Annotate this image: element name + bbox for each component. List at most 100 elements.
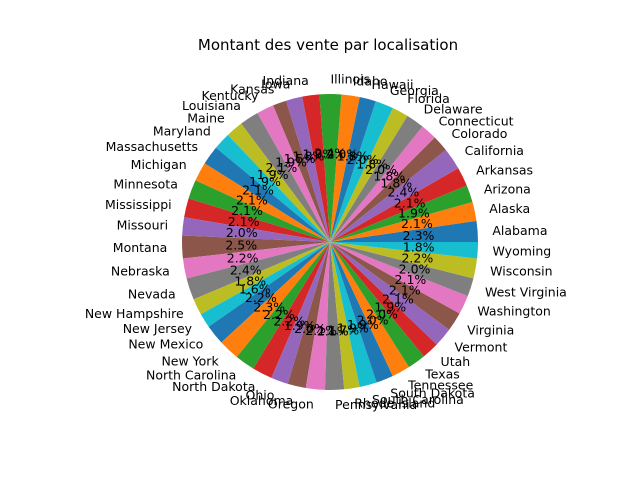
slice-label-florida: Florida [407, 91, 450, 106]
pie-slice-illinois [319, 94, 342, 242]
pie-slice-alaska [330, 201, 477, 242]
pct-label-maryland: 1.9% [249, 174, 281, 189]
pct-label-vermont: 2.1% [382, 292, 414, 307]
pct-label-washington: 2.1% [395, 272, 427, 287]
pie-slice-oregon [305, 242, 330, 390]
pct-label-west-virginia: 2.0% [399, 262, 431, 277]
pct-label-utah: 1.9% [374, 300, 406, 315]
pct-label-ohio: 1.9% [284, 318, 316, 333]
pct-label-illinois: 2.4% [314, 146, 346, 161]
slice-label-louisiana: Louisiana [182, 98, 241, 113]
pie-slice-rhode-island [330, 242, 360, 390]
slice-label-west-virginia: West Virginia [485, 284, 567, 299]
pct-label-alaska: 2.1% [401, 216, 433, 231]
slice-label-south-carolina: South Carolina [372, 392, 464, 407]
slice-label-new-jersey: New Jersey [123, 321, 193, 336]
slice-label-mississippi: Mississippi [105, 197, 172, 212]
slice-label-oregon: Oregon [268, 396, 314, 411]
pie-slice-minnesota [188, 180, 330, 242]
pct-label-missouri: 2.0% [226, 225, 258, 240]
pie-slice-north-carolina [236, 242, 330, 369]
slice-label-minnesota: Minnesota [113, 177, 178, 192]
slice-label-alabama: Alabama [492, 223, 547, 238]
pie-slice-maine [227, 123, 330, 242]
slice-label-colorado: Colorado [452, 126, 508, 141]
pct-label-montana: 2.5% [225, 238, 257, 253]
slice-label-tennessee: Tennessee [407, 377, 473, 392]
slice-label-vermont: Vermont [455, 339, 508, 354]
pct-label-virginia: 2.1% [389, 282, 421, 297]
pie-slice-kentucky [257, 105, 330, 243]
pct-label-iowa: 1.8% [293, 148, 325, 163]
slice-label-indiana: Indiana [263, 73, 309, 88]
pct-label-wyoming: 1.8% [403, 239, 435, 254]
pie-slice-south-dakota [330, 242, 393, 383]
slice-label-california: California [465, 143, 524, 158]
slice-label-wyoming: Wyoming [493, 244, 552, 259]
pct-label-pennsylvania: 2.1% [317, 323, 349, 338]
pct-label-indiana: 1.9% [303, 146, 335, 161]
pie-slice-mississippi [184, 198, 330, 242]
pie-slice-maryland [215, 134, 330, 242]
pie-slices [182, 94, 479, 390]
pie-slice-connecticut [330, 126, 435, 242]
pie-slice-louisiana [241, 113, 330, 242]
pie-slice-nebraska [182, 242, 330, 279]
pct-label-rhode-island: 1.7% [327, 322, 359, 337]
pie-slice-massachusetts [204, 147, 330, 242]
pct-label-new-york: 2.3% [253, 299, 285, 314]
pie-slice-nevada [186, 242, 330, 300]
pie-slice-montana [182, 235, 330, 259]
slice-label-missouri: Missouri [117, 217, 168, 232]
slice-label-arkansas: Arkansas [476, 163, 533, 178]
slice-label-arizona: Arizona [484, 181, 531, 196]
pie-slice-utah [330, 242, 437, 357]
chart-title: Montant des vente par localisation [198, 36, 458, 54]
pct-label-wisconsin: 2.2% [401, 250, 433, 265]
pct-label-oregon: 2.1% [305, 323, 337, 338]
pie-slice-michigan [195, 163, 330, 242]
pie-slice-florida [330, 108, 408, 242]
slice-label-ohio: Ohio [246, 388, 275, 403]
slice-label-nevada: Nevada [128, 286, 176, 301]
slice-label-georgia: Georgia [390, 83, 439, 98]
slice-label-massachusetts: Massachusetts [106, 139, 198, 154]
slice-label-wisconsin: Wisconsin [490, 264, 552, 279]
pie-slice-kansas [273, 100, 330, 242]
pct-label-alabama: 2.3% [403, 228, 435, 243]
pct-label-texas: 2.0% [366, 307, 398, 322]
slice-label-maine: Maine [187, 110, 225, 125]
pct-label-florida: 1.8% [356, 156, 388, 171]
percent-labels: 2.3%2.1%1.9%2.1%2.4%1.8%1.8%2.0%1.8%2.0%… [225, 146, 434, 339]
pie-slice-georgia [330, 101, 393, 243]
pie-slice-washington [330, 242, 468, 314]
slice-label-texas: Texas [424, 367, 460, 382]
pie-slice-iowa [286, 96, 330, 242]
pct-label-colorado: 1.8% [380, 175, 412, 190]
slice-label-alaska: Alaska [489, 201, 530, 216]
slice-label-kentucky: Kentucky [202, 88, 260, 103]
slice-label-delaware: Delaware [424, 101, 483, 116]
pct-label-new-mexico: 2.2% [245, 290, 277, 305]
slice-label-iowa: Iowa [261, 77, 290, 92]
pct-label-tennessee: 2.0% [357, 312, 389, 327]
pie-slice-oklahoma [287, 242, 330, 388]
pie-slice-alabama [330, 220, 479, 242]
pie-slice-hawaii [330, 97, 376, 242]
pie-slice-pennsylvania [324, 242, 345, 390]
pct-label-delaware: 2.0% [365, 162, 397, 177]
slice-label-montana: Montana [113, 240, 168, 255]
pct-label-arizona: 1.9% [398, 205, 430, 220]
pie-slice-north-dakota [253, 242, 330, 378]
pie-slice-arizona [330, 185, 473, 242]
slice-label-north-carolina: North Carolina [146, 368, 236, 383]
slice-label-washington: Washington [477, 304, 550, 319]
pct-label-new-jersey: 1.6% [239, 282, 271, 297]
pie-slice-virginia [330, 242, 460, 330]
pct-label-idaho: 2.0% [327, 147, 359, 162]
pie-slice-new-york [221, 242, 330, 357]
pct-label-nevada: 2.4% [230, 263, 262, 278]
pct-label-north-dakota: 2.2% [273, 313, 305, 328]
slice-label-kansas: Kansas [230, 81, 274, 96]
